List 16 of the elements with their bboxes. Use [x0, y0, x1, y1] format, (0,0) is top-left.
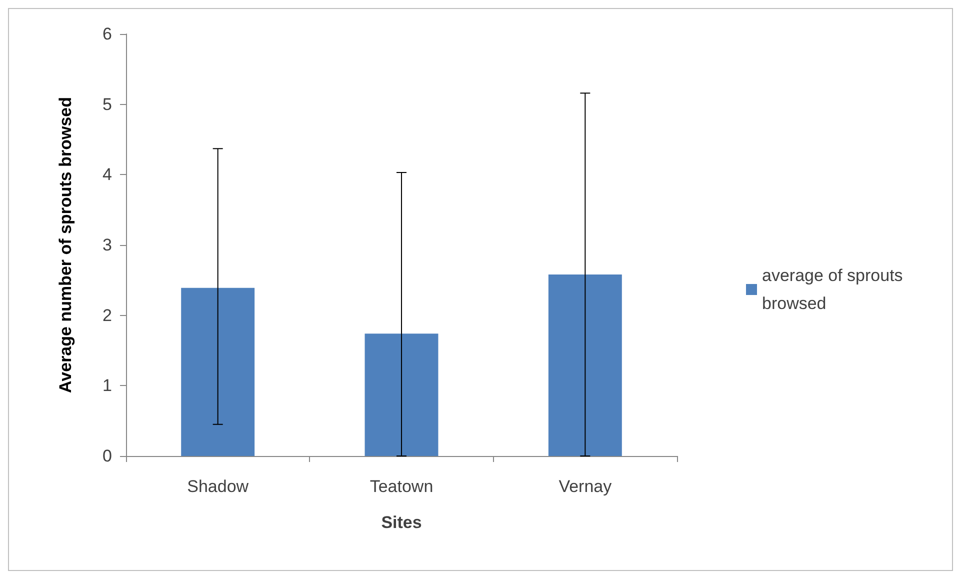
bar — [181, 288, 255, 456]
y-tick-label: 6 — [102, 24, 112, 44]
x-tick-label: Teatown — [370, 477, 434, 496]
x-tick-label: Shadow — [187, 477, 250, 496]
y-axis-title: Average number of sprouts browsed — [56, 97, 75, 393]
y-tick-label: 1 — [102, 376, 112, 396]
y-tick-label: 0 — [102, 446, 112, 466]
y-tick-label: 2 — [102, 306, 112, 325]
x-axis-title: Sites — [381, 513, 422, 532]
y-tick-label: 3 — [102, 236, 112, 254]
y-tick-label: 4 — [102, 165, 112, 184]
y-tick-label: 5 — [102, 94, 112, 114]
bar — [364, 334, 438, 456]
legend-label: average of sprouts browsed — [762, 266, 908, 313]
x-tick-label: Vernay — [558, 477, 612, 496]
bar — [548, 274, 622, 456]
